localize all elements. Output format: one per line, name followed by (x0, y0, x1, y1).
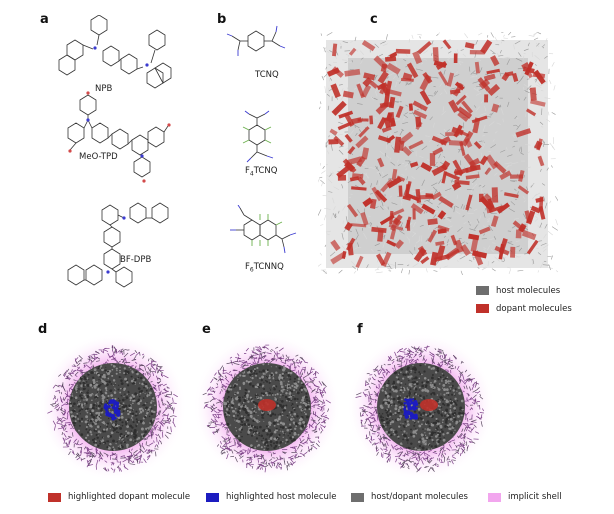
npb-structure (58, 15, 172, 89)
highlighted-dopant-swatch (48, 493, 61, 502)
panel-label-b: b (217, 12, 227, 27)
f6tcnnq-label: F6TCNNQ (245, 262, 284, 274)
cluster-d (39, 333, 187, 481)
implicit-shell-legend: implicit shell (508, 492, 562, 502)
outer-molecule-ring (355, 345, 484, 473)
highlighted-host-legend: highlighted host molecule (226, 492, 337, 502)
highlighted-host-molecule (103, 399, 121, 421)
f6tcnnq-structure (230, 205, 297, 254)
dopant-cloud (327, 39, 546, 268)
panel-label-c: c (370, 12, 378, 27)
highlighted-dopant-molecule (420, 399, 438, 411)
host-dopant-swatch (351, 493, 364, 502)
highlighted-dopant-legend: highlighted dopant molecule (68, 492, 191, 502)
bf-dpb-label: BF-DPB (120, 255, 152, 265)
host-molecules-legend: host molecules (496, 286, 561, 296)
cluster-e (193, 333, 341, 481)
npb-label: NPB (95, 84, 113, 94)
bf-dpb-structure (67, 202, 169, 288)
panel-label-d: d (38, 322, 48, 337)
dopant-molecules-legend: dopant molecules (496, 304, 572, 314)
dopant-molecules-swatch (476, 304, 489, 313)
outer-molecule-ring (202, 344, 331, 473)
f4tcnq-label: F4TCNQ (245, 166, 278, 178)
simulation-box (318, 31, 558, 275)
implicit-shell-swatch (488, 493, 501, 502)
highlighted-host-swatch (206, 493, 219, 502)
host-molecules-swatch (476, 286, 489, 295)
meo-tpd-label: MeO-TPD (79, 152, 118, 162)
highlighted-host-molecule (403, 398, 419, 420)
cluster-f (347, 333, 495, 481)
highlighted-dopant-molecule (258, 399, 276, 411)
tcnq-label: TCNQ (255, 70, 279, 80)
panel-label-e: e (202, 322, 211, 337)
panel-label-a: a (40, 12, 49, 27)
f4tcnq-structure (242, 110, 274, 163)
tcnq-structure (226, 25, 286, 56)
meo-tpd-structure (67, 91, 171, 183)
host-dopant-legend: host/dopant molecules (371, 492, 468, 502)
panel-label-f: f (357, 322, 363, 337)
